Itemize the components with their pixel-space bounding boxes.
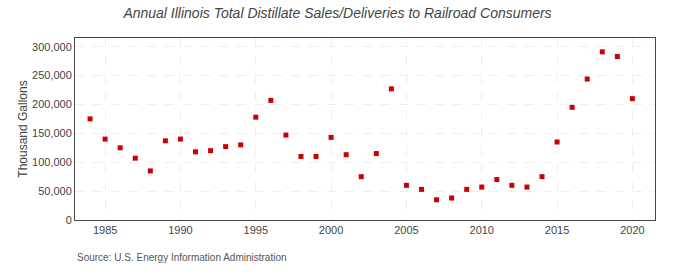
svg-text:200,000: 200,000	[32, 98, 72, 110]
svg-text:Annual Illinois Total Distilla: Annual Illinois Total Distillate Sales/D…	[122, 5, 551, 21]
svg-text:2015: 2015	[545, 224, 569, 236]
svg-text:150,000: 150,000	[32, 127, 72, 139]
svg-text:2010: 2010	[470, 224, 494, 236]
svg-text:Source: U.S. Energy Informatio: Source: U.S. Energy Information Administ…	[77, 252, 287, 263]
svg-text:Thousand Gallons: Thousand Gallons	[16, 80, 30, 177]
svg-text:100,000: 100,000	[32, 156, 72, 168]
svg-text:1990: 1990	[168, 224, 192, 236]
svg-text:2005: 2005	[394, 224, 418, 236]
svg-text:1985: 1985	[93, 224, 117, 236]
svg-text:2000: 2000	[319, 224, 343, 236]
svg-text:50,000: 50,000	[38, 185, 72, 197]
svg-text:1995: 1995	[244, 224, 268, 236]
svg-text:2020: 2020	[620, 224, 644, 236]
svg-text:0: 0	[66, 214, 72, 226]
svg-text:300,000: 300,000	[32, 41, 72, 53]
svg-text:250,000: 250,000	[32, 69, 72, 81]
